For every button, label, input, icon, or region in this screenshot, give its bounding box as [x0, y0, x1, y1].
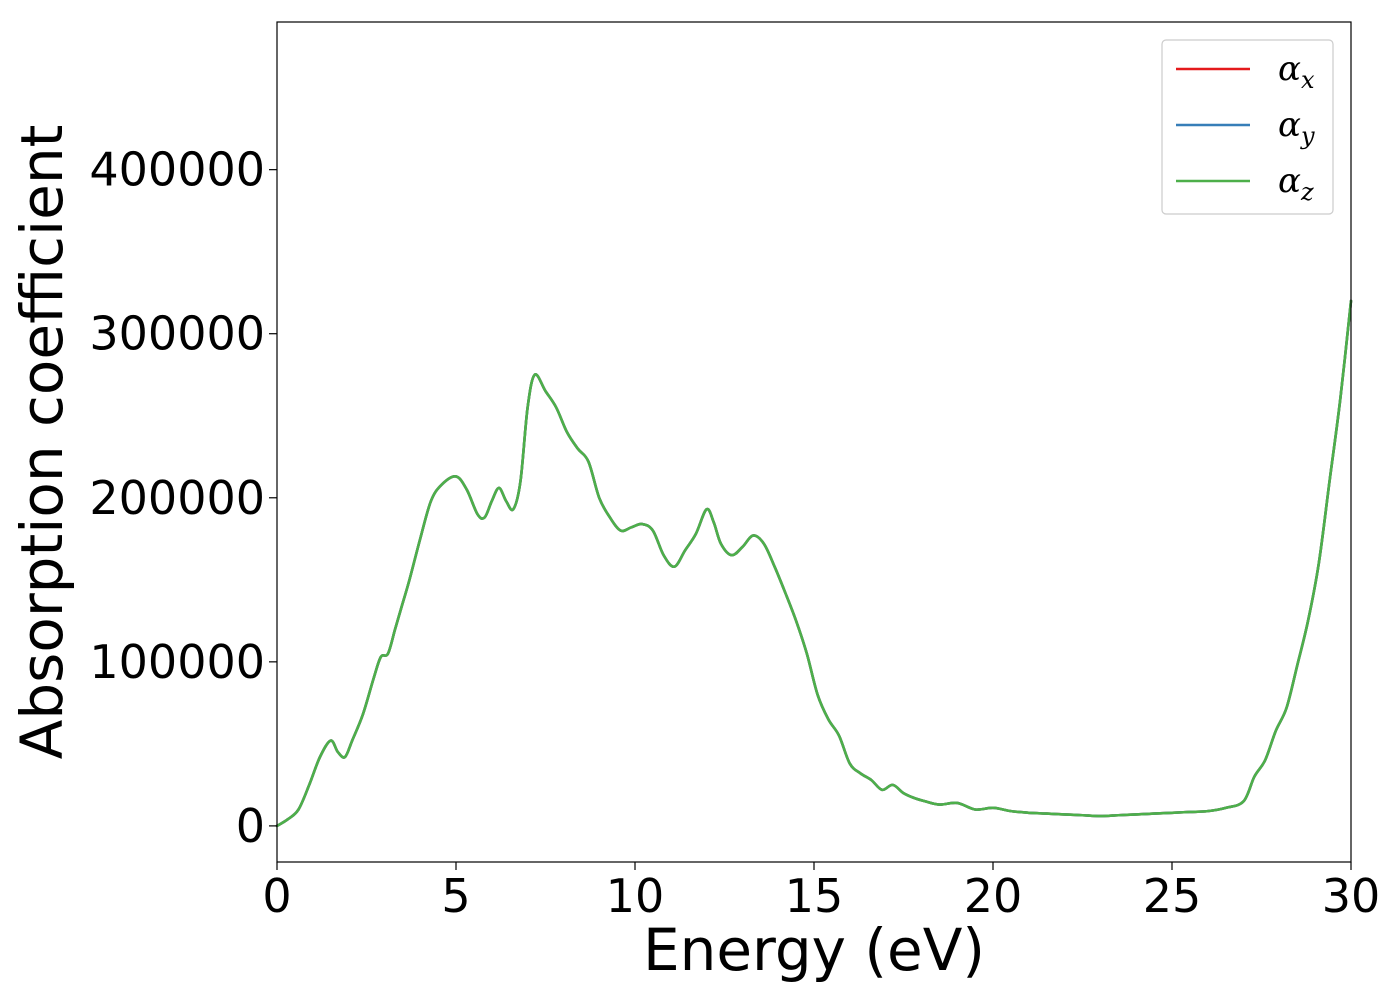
series-line-y — [275, 299, 1353, 828]
legend-label-y: αy — [1278, 105, 1315, 150]
legend-label-z: αz — [1278, 161, 1314, 206]
x-tick-label: 5 — [441, 869, 470, 923]
y-axis-ticks: 0 100000 200000 300000 400000 — [89, 143, 277, 853]
x-tick-label: 25 — [1143, 869, 1202, 923]
x-tick-label: 10 — [606, 869, 665, 923]
legend-box — [1161, 39, 1334, 215]
x-tick-label: 30 — [1322, 869, 1381, 923]
y-tick-label: 200000 — [89, 471, 265, 525]
legend: αx αy αz — [1161, 39, 1334, 215]
y-tick-label: 0 — [236, 799, 265, 853]
x-tick-label: 15 — [785, 869, 844, 923]
x-tick-label: 0 — [262, 869, 291, 923]
series-line-z — [275, 299, 1353, 828]
series-line-x — [275, 299, 1353, 828]
x-axis-label: Energy (eV) — [643, 916, 985, 984]
x-tick-label: 20 — [964, 869, 1023, 923]
plot-lines — [275, 299, 1353, 828]
x-axis-ticks: 0 5 10 15 20 25 30 — [262, 862, 1380, 923]
y-tick-label: 400000 — [89, 143, 265, 197]
legend-label-x: αx — [1278, 49, 1315, 94]
y-tick-label: 100000 — [89, 635, 265, 689]
y-axis-label: Absorption coefficient — [8, 125, 76, 760]
y-tick-label: 300000 — [89, 307, 265, 361]
